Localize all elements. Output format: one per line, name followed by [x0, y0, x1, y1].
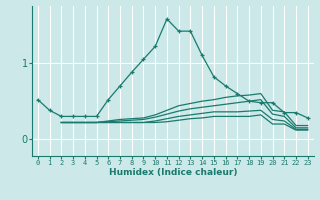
X-axis label: Humidex (Indice chaleur): Humidex (Indice chaleur) — [108, 168, 237, 177]
